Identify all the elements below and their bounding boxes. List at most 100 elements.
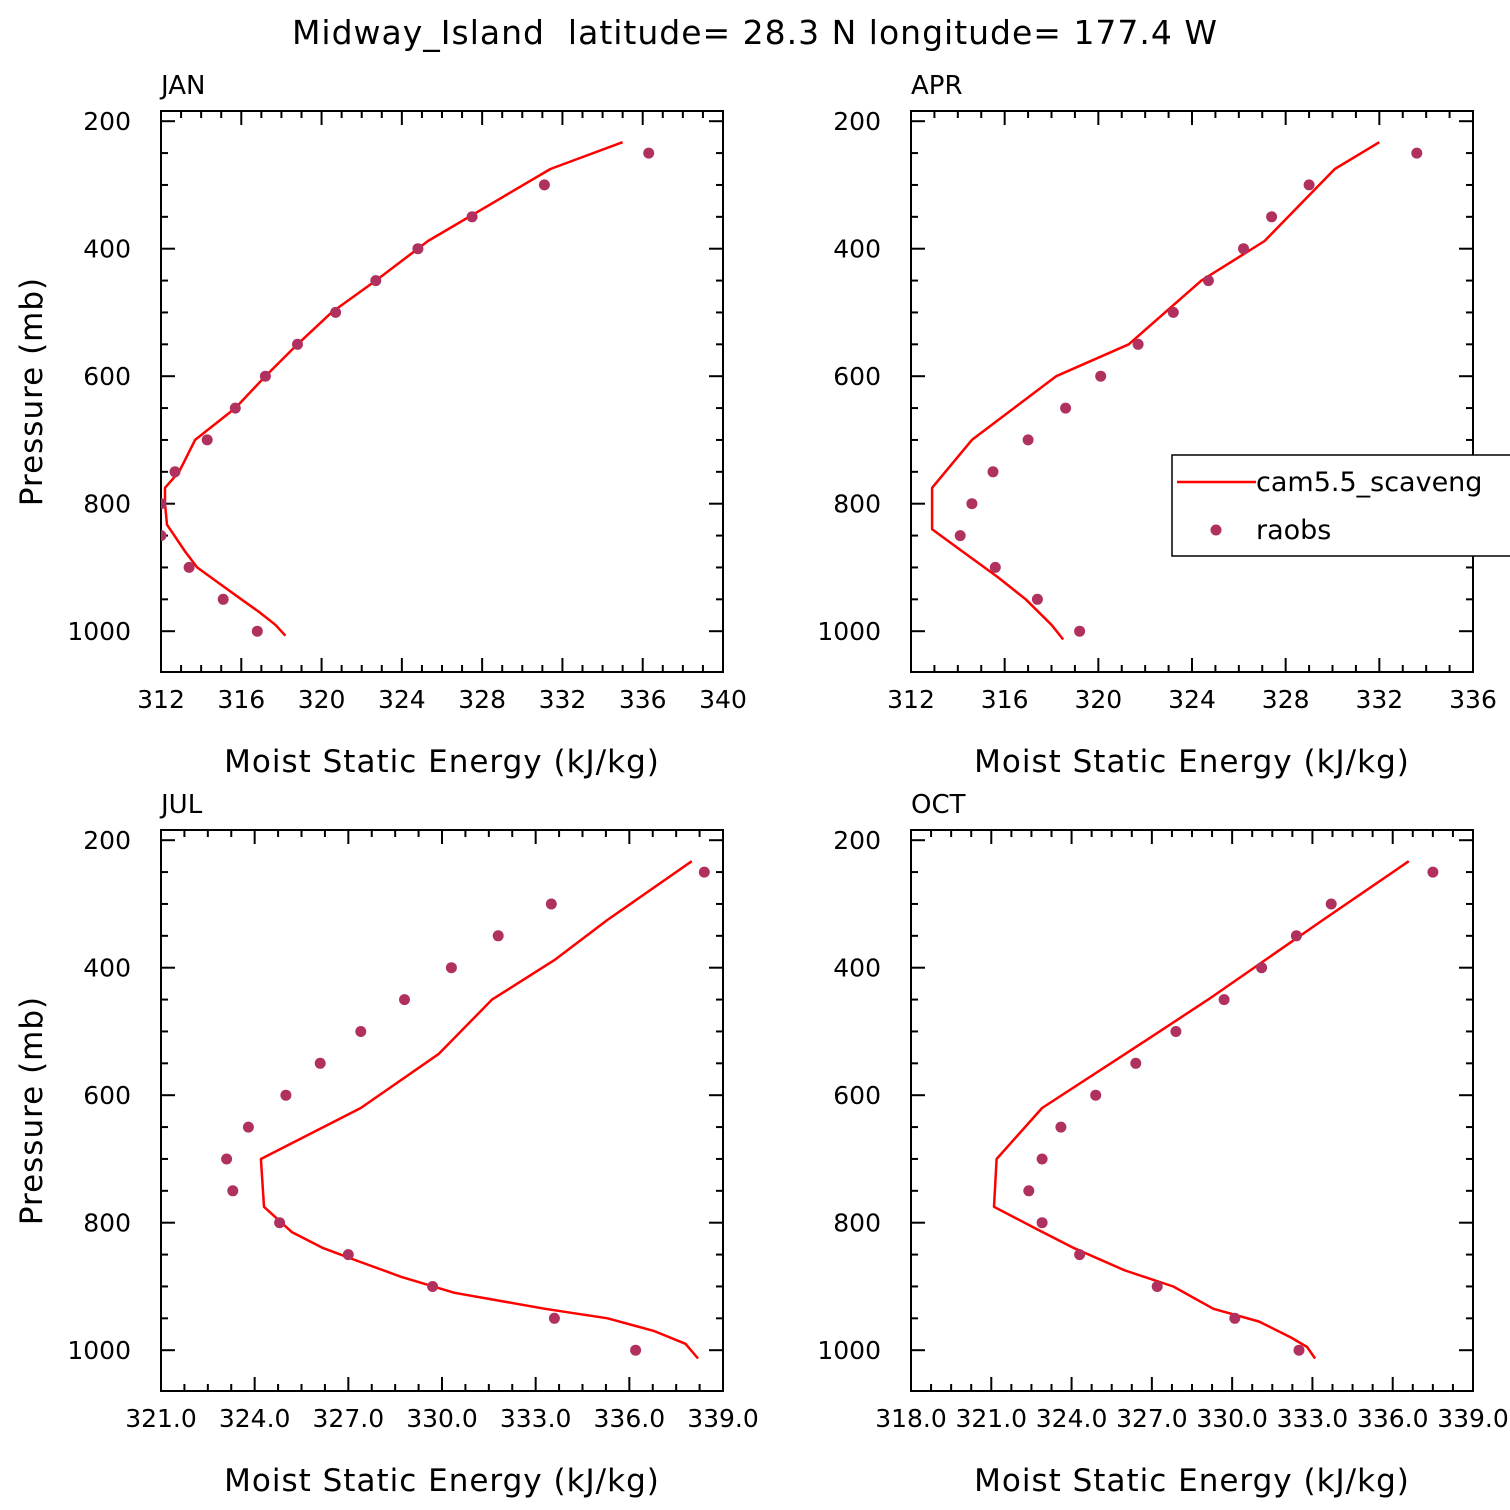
y-tick-label: 200 — [833, 826, 881, 855]
y-tick-label: 600 — [833, 362, 881, 391]
y-tick-label: 400 — [833, 954, 881, 983]
obs-point — [292, 338, 303, 350]
panel-apr: 312 316 320 324 328 332 336 200 400 600 800 1000 APR… — [817, 71, 1496, 780]
obs-point — [630, 1344, 642, 1356]
plot-frame — [910, 829, 1474, 1392]
plot-data — [221, 860, 710, 1360]
legend-box — [1171, 454, 1510, 557]
panel-label: JAN — [159, 71, 205, 101]
x-tick-label: 333.0 — [1277, 1404, 1349, 1433]
x-tick-label: 324.0 — [219, 1404, 291, 1433]
obs-point — [1022, 434, 1034, 446]
panel-label: OCT — [911, 790, 966, 820]
obs-point — [1325, 898, 1337, 910]
obs-point — [492, 930, 504, 942]
obs-point — [227, 1185, 239, 1197]
y-tick-label: 600 — [833, 1081, 881, 1110]
obs-point — [545, 898, 557, 910]
obs-point — [1427, 866, 1439, 878]
x-tick-label: 321.0 — [125, 1404, 197, 1433]
y-tick-label: 200 — [833, 107, 881, 136]
obs-point — [1303, 179, 1315, 191]
x-tick-label: 320 — [298, 685, 346, 714]
y-tick-label: 600 — [83, 1081, 131, 1110]
x-tick-label: 320 — [1074, 685, 1122, 714]
x-tick-label: 324 — [1168, 685, 1216, 714]
y-tick-label: 1000 — [67, 617, 131, 646]
obs-point — [412, 243, 424, 255]
x-tick-label: 340 — [699, 685, 747, 714]
obs-point — [1202, 275, 1214, 287]
x-tick-label: 328 — [1262, 685, 1310, 714]
plot-data — [992, 860, 1439, 1360]
x-tick-label: 336.0 — [1357, 1404, 1429, 1433]
obs-point — [987, 466, 999, 478]
obs-point — [1060, 402, 1072, 414]
obs-point — [1036, 1153, 1048, 1165]
obs-point — [330, 306, 342, 318]
x-tick-label: 321.0 — [955, 1404, 1027, 1433]
obs-point — [1256, 962, 1268, 974]
panel-label: JUL — [159, 790, 203, 820]
y-tick-label: 200 — [83, 826, 131, 855]
y-tick-label: 1000 — [817, 1336, 881, 1365]
y-axis-title: Pressure (mb) — [14, 996, 50, 1225]
y-tick-label: 400 — [83, 235, 131, 264]
obs-point — [1036, 1217, 1048, 1229]
y-tick-label: 600 — [83, 362, 131, 391]
x-tick-label: 330.0 — [1196, 1404, 1268, 1433]
x-tick-label: 339.0 — [687, 1404, 759, 1433]
plot-data — [161, 141, 655, 637]
y-tick-label: 1000 — [67, 1336, 131, 1365]
x-axis-title: Moist Static Energy (kJ/kg) — [224, 744, 660, 780]
x-tick-label: 327.0 — [1116, 1404, 1188, 1433]
obs-point — [1218, 994, 1230, 1006]
obs-point — [445, 962, 457, 974]
y-tick-label: 400 — [833, 235, 881, 264]
obs-point — [259, 370, 271, 382]
obs-point — [217, 593, 229, 605]
obs-point — [399, 994, 410, 1006]
x-tick-label: 316 — [217, 685, 265, 714]
x-tick-label: 332 — [1355, 685, 1403, 714]
x-tick-label: 324.0 — [1036, 1404, 1108, 1433]
y-axis-title: Pressure (mb) — [14, 277, 50, 506]
obs-point — [1293, 1344, 1305, 1356]
legend-obs-label: raobs — [1256, 515, 1331, 546]
obs-point — [1229, 1312, 1241, 1324]
plot-frame — [910, 110, 1474, 673]
legend-obs-marker — [1210, 524, 1222, 536]
obs-point — [1266, 211, 1278, 223]
obs-point — [1090, 1089, 1102, 1101]
panel-jan: 312 316 320 324 328 332 336 340 200 400 600 800 1000… — [14, 71, 747, 780]
obs-point — [1031, 593, 1043, 605]
obs-point — [183, 561, 195, 573]
x-tick-label: 312 — [887, 685, 935, 714]
x-axis-title: Moist Static Energy (kJ/kg) — [224, 1463, 660, 1499]
x-tick-label: 328 — [458, 685, 506, 714]
model-line — [259, 860, 699, 1360]
obs-point — [1290, 930, 1302, 942]
legend-model-label: cam5.5_scaveng — [1256, 467, 1482, 498]
x-tick-label: 318.0 — [875, 1404, 947, 1433]
x-tick-label: 316 — [981, 685, 1029, 714]
obs-point — [370, 275, 382, 287]
figure-title: Midway_Island latitude= 28.3 N longitude… — [292, 13, 1218, 52]
obs-point — [1132, 338, 1144, 350]
obs-point — [698, 866, 710, 878]
obs-point — [274, 1217, 286, 1229]
model-line — [992, 860, 1410, 1360]
panel-jul: 321.0 324.0 327.0 330.0 333.0 336.0 339.0 200 40… — [14, 790, 759, 1499]
x-axis-title: Moist Static Energy (kJ/kg) — [974, 1463, 1410, 1499]
obs-point — [1023, 1185, 1035, 1197]
x-axis-title: Moist Static Energy (kJ/kg) — [974, 744, 1410, 780]
obs-point — [966, 498, 978, 510]
obs-point — [1055, 1121, 1067, 1133]
obs-point — [355, 1026, 367, 1037]
x-tick-label: 336 — [1449, 685, 1497, 714]
x-tick-label: 324 — [378, 685, 426, 714]
plot-frame — [160, 829, 724, 1392]
obs-point — [342, 1249, 354, 1261]
x-tick-label: 339.0 — [1437, 1404, 1509, 1433]
obs-point — [427, 1281, 439, 1292]
